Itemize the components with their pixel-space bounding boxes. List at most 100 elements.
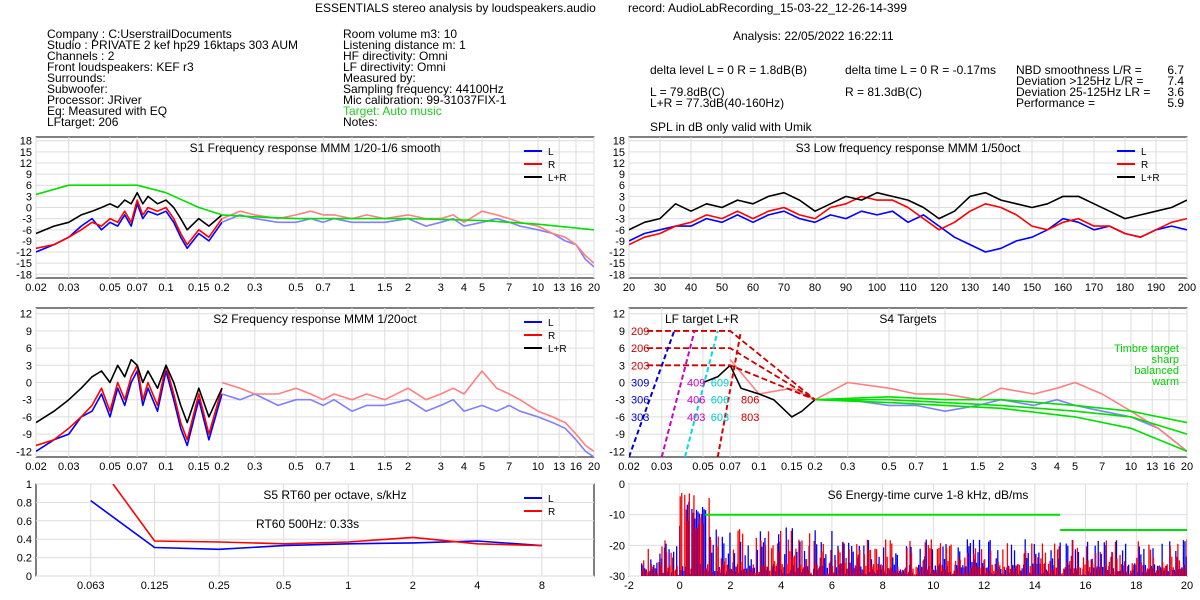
metrics-block: NBD smoothness L/R = 6.7 Deviation >125Hz… bbox=[1016, 64, 1184, 109]
s2-xtick-label: 3 bbox=[438, 461, 444, 473]
delta-l: L = 79.8dB(C) bbox=[650, 85, 725, 99]
s4-xtick-label: 20 bbox=[1181, 461, 1193, 473]
s5-xtick-label: 0.125 bbox=[141, 580, 169, 592]
s1-ytick-label: -9 bbox=[22, 236, 32, 248]
s4-lf-plateau bbox=[647, 330, 816, 401]
s6-title: S6 Energy-time curve 1-8 kHz, dB/ms bbox=[828, 488, 1029, 502]
legend-label: L+R bbox=[548, 173, 567, 184]
s4-lf-target-label: LF target L+R bbox=[665, 312, 739, 326]
s3-xtick-label: 90 bbox=[840, 282, 852, 294]
metric-row: NBD smoothness L/R = 6.7 bbox=[1016, 64, 1184, 76]
s3-xtick-label: 110 bbox=[899, 282, 917, 294]
s2-xtick-label: 13 bbox=[553, 461, 565, 473]
s4-target-label: 409 bbox=[687, 378, 705, 390]
s1-xtick-label: 0.7 bbox=[316, 282, 331, 294]
s4-target-label: 303 bbox=[631, 412, 649, 424]
s4-timbre-label: warm bbox=[1151, 376, 1179, 388]
s4-target-label: 806 bbox=[741, 395, 759, 407]
s3-ytick-label: 9 bbox=[619, 169, 625, 181]
s5-ytick-label: 0.4 bbox=[17, 534, 32, 546]
s4-lf-slope bbox=[684, 330, 719, 457]
s1-xtick-label: 10 bbox=[532, 282, 544, 294]
s1-xtick-label: 7 bbox=[506, 282, 512, 294]
s3-ytick-label: 12 bbox=[613, 158, 625, 170]
s1-xtick-label: 0.1 bbox=[158, 282, 173, 294]
s6-xtick-label: 4 bbox=[778, 580, 784, 592]
info-surrounds: Surrounds: bbox=[47, 71, 106, 85]
spl-note: SPL in dB only valid with Umik bbox=[650, 120, 812, 134]
legend-label: L+R bbox=[548, 344, 567, 355]
s5-xtick-label: 8 bbox=[539, 580, 545, 592]
s2-ytick-label: -3 bbox=[22, 395, 32, 407]
s2-xtick-label: 1 bbox=[349, 461, 355, 473]
s5-annotation: RT60 500Hz: 0.33s bbox=[256, 517, 359, 531]
s3-xtick-label: 60 bbox=[747, 282, 759, 294]
s5-ytick-label: 0 bbox=[26, 571, 32, 583]
legend-label: L bbox=[1141, 147, 1147, 158]
s2-xtick-label: 16 bbox=[570, 461, 582, 473]
s1-xtick-label: 0.5 bbox=[288, 282, 303, 294]
s4-ytick-label: 9 bbox=[619, 326, 625, 338]
s5-title: S5 RT60 per octave, s/kHz bbox=[263, 488, 406, 502]
s4-ytick-label: -9 bbox=[615, 429, 625, 441]
s1-ytick-label: 0 bbox=[26, 203, 32, 215]
s5-xtick-label: 0.5 bbox=[276, 580, 291, 592]
delta-r: R = 81.3dB(C) bbox=[845, 85, 923, 99]
s2-xtick-label: 0.07 bbox=[126, 461, 147, 473]
s2-xtick-label: 0.03 bbox=[58, 461, 79, 473]
s2-ytick-label: 12 bbox=[20, 309, 32, 321]
analysis-date: Analysis: 22/05/2022 16:22:11 bbox=[733, 29, 894, 43]
s1-ytick-label: -18 bbox=[16, 269, 32, 281]
s6-xtick-label: 18 bbox=[1130, 580, 1142, 592]
s3-ytick-label: 18 bbox=[613, 136, 625, 148]
s3-xtick-label: 130 bbox=[961, 282, 979, 294]
s2-series-R-3 bbox=[221, 370, 594, 452]
s1-series-L+R-4 bbox=[36, 191, 223, 235]
s3-xtick-label: 170 bbox=[1085, 282, 1103, 294]
s6-xtick-label: 12 bbox=[978, 580, 990, 592]
s6-xtick-label: 2 bbox=[727, 580, 733, 592]
s4-lf-plateau bbox=[647, 347, 816, 401]
s4-target-label: 606 bbox=[711, 395, 729, 407]
info-processor: Processor: JRiver bbox=[47, 93, 142, 107]
s6-ytick-label: -30 bbox=[609, 571, 625, 583]
s3-xtick-label: 100 bbox=[868, 282, 886, 294]
s3-ytick-label: -18 bbox=[609, 269, 625, 281]
delta-lr: L+R = 77.3dB(40-160Hz) bbox=[650, 96, 785, 110]
s4-lf-slope bbox=[629, 330, 676, 457]
s4-ytick-label: 3 bbox=[619, 360, 625, 372]
s3-ytick-label: 15 bbox=[613, 147, 625, 159]
s3-xtick-label: 190 bbox=[1147, 282, 1165, 294]
s4-target-label: 609 bbox=[711, 378, 729, 390]
s4-title: S4 Targets bbox=[879, 312, 936, 326]
s2-ytick-label: -9 bbox=[22, 429, 32, 441]
s4-timbre-label: balanced bbox=[1134, 365, 1179, 377]
s1-plot-area bbox=[36, 184, 594, 268]
s4-plot-area bbox=[629, 330, 1187, 457]
info-studio: Studio : PRIVATE 2 kef hp29 16ktaps 303 … bbox=[47, 38, 299, 52]
s1-xtick-label: 1.5 bbox=[377, 282, 392, 294]
s4-xtick-label: 10 bbox=[1125, 461, 1137, 473]
s3-xtick-label: 40 bbox=[685, 282, 697, 294]
metric-row: Performance = 5.9 bbox=[1016, 97, 1184, 109]
s4-xtick-label: 0.05 bbox=[692, 461, 713, 473]
info-lf: LF directivity: Omni bbox=[343, 60, 446, 74]
s1-xtick-label: 1 bbox=[349, 282, 355, 294]
s2-series-L-0 bbox=[36, 370, 223, 452]
info-eq: Eq: Measured with EQ bbox=[47, 104, 168, 118]
info-company: Company : C:UserstrailDocuments bbox=[47, 27, 232, 41]
info-room: Room volume m3: 10 bbox=[343, 27, 458, 41]
info-distance: Listening distance m: 1 bbox=[343, 38, 466, 52]
s1-ytick-label: 12 bbox=[20, 158, 32, 170]
s4-target-label: 603 bbox=[711, 412, 729, 424]
s4-xtick-label: 0.1 bbox=[751, 461, 766, 473]
s3-xtick-label: 20 bbox=[623, 282, 635, 294]
s4-xtick-label: 1 bbox=[942, 461, 948, 473]
s6-xtick-label: 20 bbox=[1181, 580, 1193, 592]
info-channels: Channels : 2 bbox=[47, 49, 115, 63]
s2-xtick-label: 0.5 bbox=[288, 461, 303, 473]
s3-series-L+R-2 bbox=[629, 191, 1187, 231]
s3-ytick-label: 6 bbox=[619, 180, 625, 192]
s5-frame bbox=[35, 483, 595, 577]
info-notes: Notes: bbox=[343, 115, 378, 129]
